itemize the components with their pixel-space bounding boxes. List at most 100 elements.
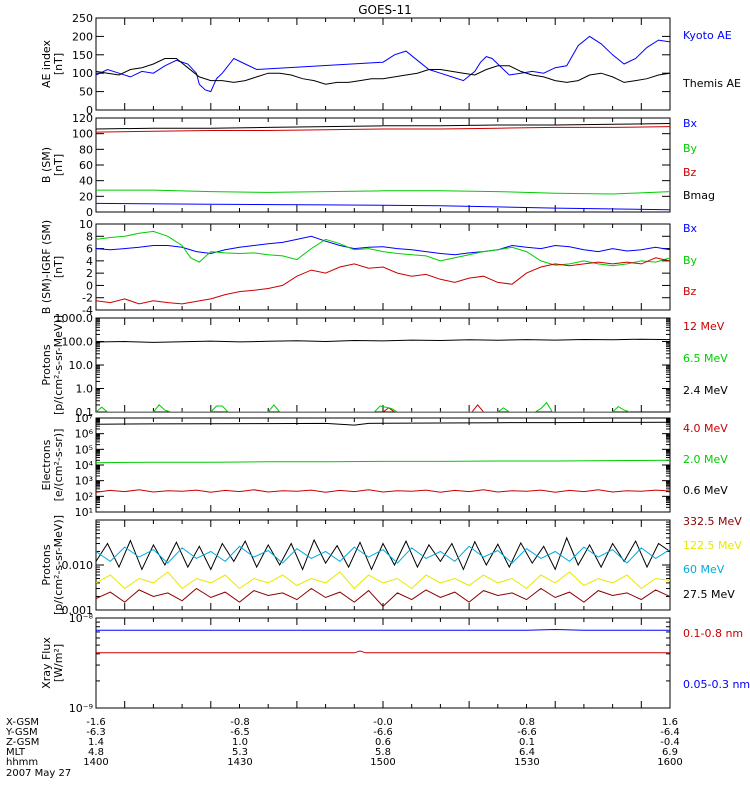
series-line-by bbox=[96, 189, 670, 195]
figure-title: GOES-11 bbox=[358, 3, 412, 17]
ytick-label: 100.0 bbox=[62, 336, 94, 349]
legend-entry: Bz bbox=[683, 285, 697, 298]
ytick-label: 6 bbox=[86, 243, 93, 256]
legend-entry: 60 MeV bbox=[683, 563, 725, 576]
footer-value: -6.5 bbox=[230, 727, 250, 738]
ytick-label: 1000.0 bbox=[55, 312, 94, 325]
ytick-label: 150 bbox=[72, 49, 93, 62]
ylabel-line: B (SM)-IGRF (SM) bbox=[40, 220, 53, 314]
footer-value: 0.6 bbox=[375, 737, 391, 748]
legend-entry: Kyoto AE bbox=[683, 29, 732, 42]
panel-frame bbox=[95, 519, 671, 611]
legend-entry: Bz bbox=[683, 166, 697, 179]
footer-value: -0.4 bbox=[660, 737, 680, 748]
legend-entry: 0.1-0.8 nm bbox=[683, 627, 743, 640]
footer-value: 1.6 bbox=[662, 717, 678, 728]
ytick-label: 10⁵ bbox=[75, 443, 93, 456]
footer-value: -0.0 bbox=[373, 717, 393, 728]
ytick-label: 200 bbox=[72, 30, 93, 43]
footer-value: -6.4 bbox=[660, 727, 680, 738]
legend-entry: 2.0 MeV bbox=[683, 453, 728, 466]
ytick-label: 4 bbox=[86, 255, 93, 268]
legend-entry: Bmag bbox=[683, 189, 715, 202]
series-line-bmag bbox=[96, 123, 670, 130]
ylabel-line: [p/(cm²-s-sr-MeV)] bbox=[52, 315, 65, 415]
ytick-label: 0 bbox=[86, 279, 93, 292]
ytick-label: 0.1 bbox=[76, 406, 94, 419]
footer-value: 1430 bbox=[227, 757, 252, 768]
ylabel-line: Xray Flux bbox=[40, 637, 53, 689]
legend-entry: 27.5 MeV bbox=[683, 588, 735, 601]
legend-entry: 332.5 MeV bbox=[683, 515, 742, 528]
date-label: 2007 May 27 bbox=[6, 768, 71, 779]
footer-value: 1530 bbox=[514, 757, 539, 768]
legend-entry: 0.6 MeV bbox=[683, 484, 728, 497]
legend-entry: 4.0 MeV bbox=[683, 422, 728, 435]
legend-entry: 0.05-0.3 nm bbox=[683, 678, 750, 691]
footer-value: 4.8 bbox=[88, 747, 104, 758]
panel-frame bbox=[95, 117, 671, 213]
series-line-4-0-mev bbox=[96, 489, 670, 493]
legend-entry: Themis AE bbox=[682, 77, 741, 90]
ytick-label: 10¹ bbox=[75, 506, 93, 519]
footer-value: -6.3 bbox=[86, 727, 106, 738]
footer-value: 6.9 bbox=[662, 747, 678, 758]
ylabel-line: Electrons bbox=[40, 439, 53, 490]
legend-entry: Bx bbox=[683, 117, 698, 130]
ytick-label: 0.001 bbox=[62, 604, 94, 617]
ylabel-line: B (SM) bbox=[40, 147, 53, 183]
ytick-label: 10³ bbox=[75, 475, 93, 488]
series-line-bx bbox=[96, 235, 670, 256]
ytick-label: 120 bbox=[72, 112, 93, 125]
panel-3: 0.1 1.0 10.0 100.0 1000.0 Protons [p/(cm²-s-sr… bbox=[40, 312, 728, 419]
footer-value: -6.6 bbox=[517, 727, 537, 738]
ytick-label: 40 bbox=[79, 175, 93, 188]
footer-value: 1400 bbox=[83, 757, 108, 768]
ylabel-line: [nT] bbox=[52, 256, 65, 278]
series-line-2-4-mev bbox=[96, 338, 670, 343]
ytick-label: 10⁴ bbox=[75, 459, 94, 472]
ylabel-line: [W/m²] bbox=[52, 644, 65, 682]
footer-value: -6.6 bbox=[373, 727, 393, 738]
ytick-label: 250 bbox=[72, 12, 93, 25]
footer-value: 5.8 bbox=[375, 747, 391, 758]
ytick-label: 8 bbox=[86, 230, 93, 243]
footer-row-label: X-GSM bbox=[6, 717, 39, 728]
ytick-label: 10 bbox=[79, 218, 93, 231]
legend-entry: By bbox=[683, 254, 698, 267]
ylabel-line: Protons bbox=[40, 544, 53, 585]
ytick-label: 20 bbox=[79, 190, 93, 203]
footer-value: 5.3 bbox=[232, 747, 248, 758]
footer-value: -1.6 bbox=[86, 717, 106, 728]
ylabel-line: [e/(cm²-s-sr)] bbox=[52, 429, 65, 502]
footer-row-label: hhmm bbox=[6, 757, 38, 768]
footer-row-label: Z-GSM bbox=[6, 737, 39, 748]
footer-row-label: MLT bbox=[6, 747, 26, 758]
ytick-label: 10⁻⁹ bbox=[69, 702, 93, 715]
legend-entry: 12 MeV bbox=[683, 320, 725, 333]
ytick-label: 10⁻⁸ bbox=[69, 612, 94, 625]
legend-entry: 6.5 MeV bbox=[683, 352, 728, 365]
ytick-label: 80 bbox=[79, 143, 93, 156]
footer-value: 0.1 bbox=[519, 737, 535, 748]
series-line-27-5-mev bbox=[96, 587, 670, 608]
footer-value: 1.0 bbox=[232, 737, 248, 748]
series-line-60-mev bbox=[96, 545, 670, 564]
series-line-332-5-mev bbox=[96, 536, 670, 571]
ylabel-line: [nT] bbox=[52, 53, 65, 75]
series-line-bx bbox=[96, 202, 670, 211]
legend-entry: 2.4 MeV bbox=[683, 384, 728, 397]
series-line-bz bbox=[96, 126, 670, 133]
series-line-122-5-mev bbox=[96, 571, 670, 590]
series-line-12-mev bbox=[382, 404, 484, 412]
panel-5: 0.001 0.010 Protons [p/(cm²-s-sr-MeV)] 332.5… bbox=[40, 515, 742, 617]
ytick-label: 60 bbox=[79, 159, 93, 172]
panel-frame bbox=[95, 617, 671, 709]
panel-frame bbox=[95, 317, 671, 413]
ytick-label: 10² bbox=[75, 490, 93, 503]
ytick-label: -4 bbox=[82, 304, 93, 317]
series-line-0-05-0-3-nm bbox=[96, 628, 670, 631]
